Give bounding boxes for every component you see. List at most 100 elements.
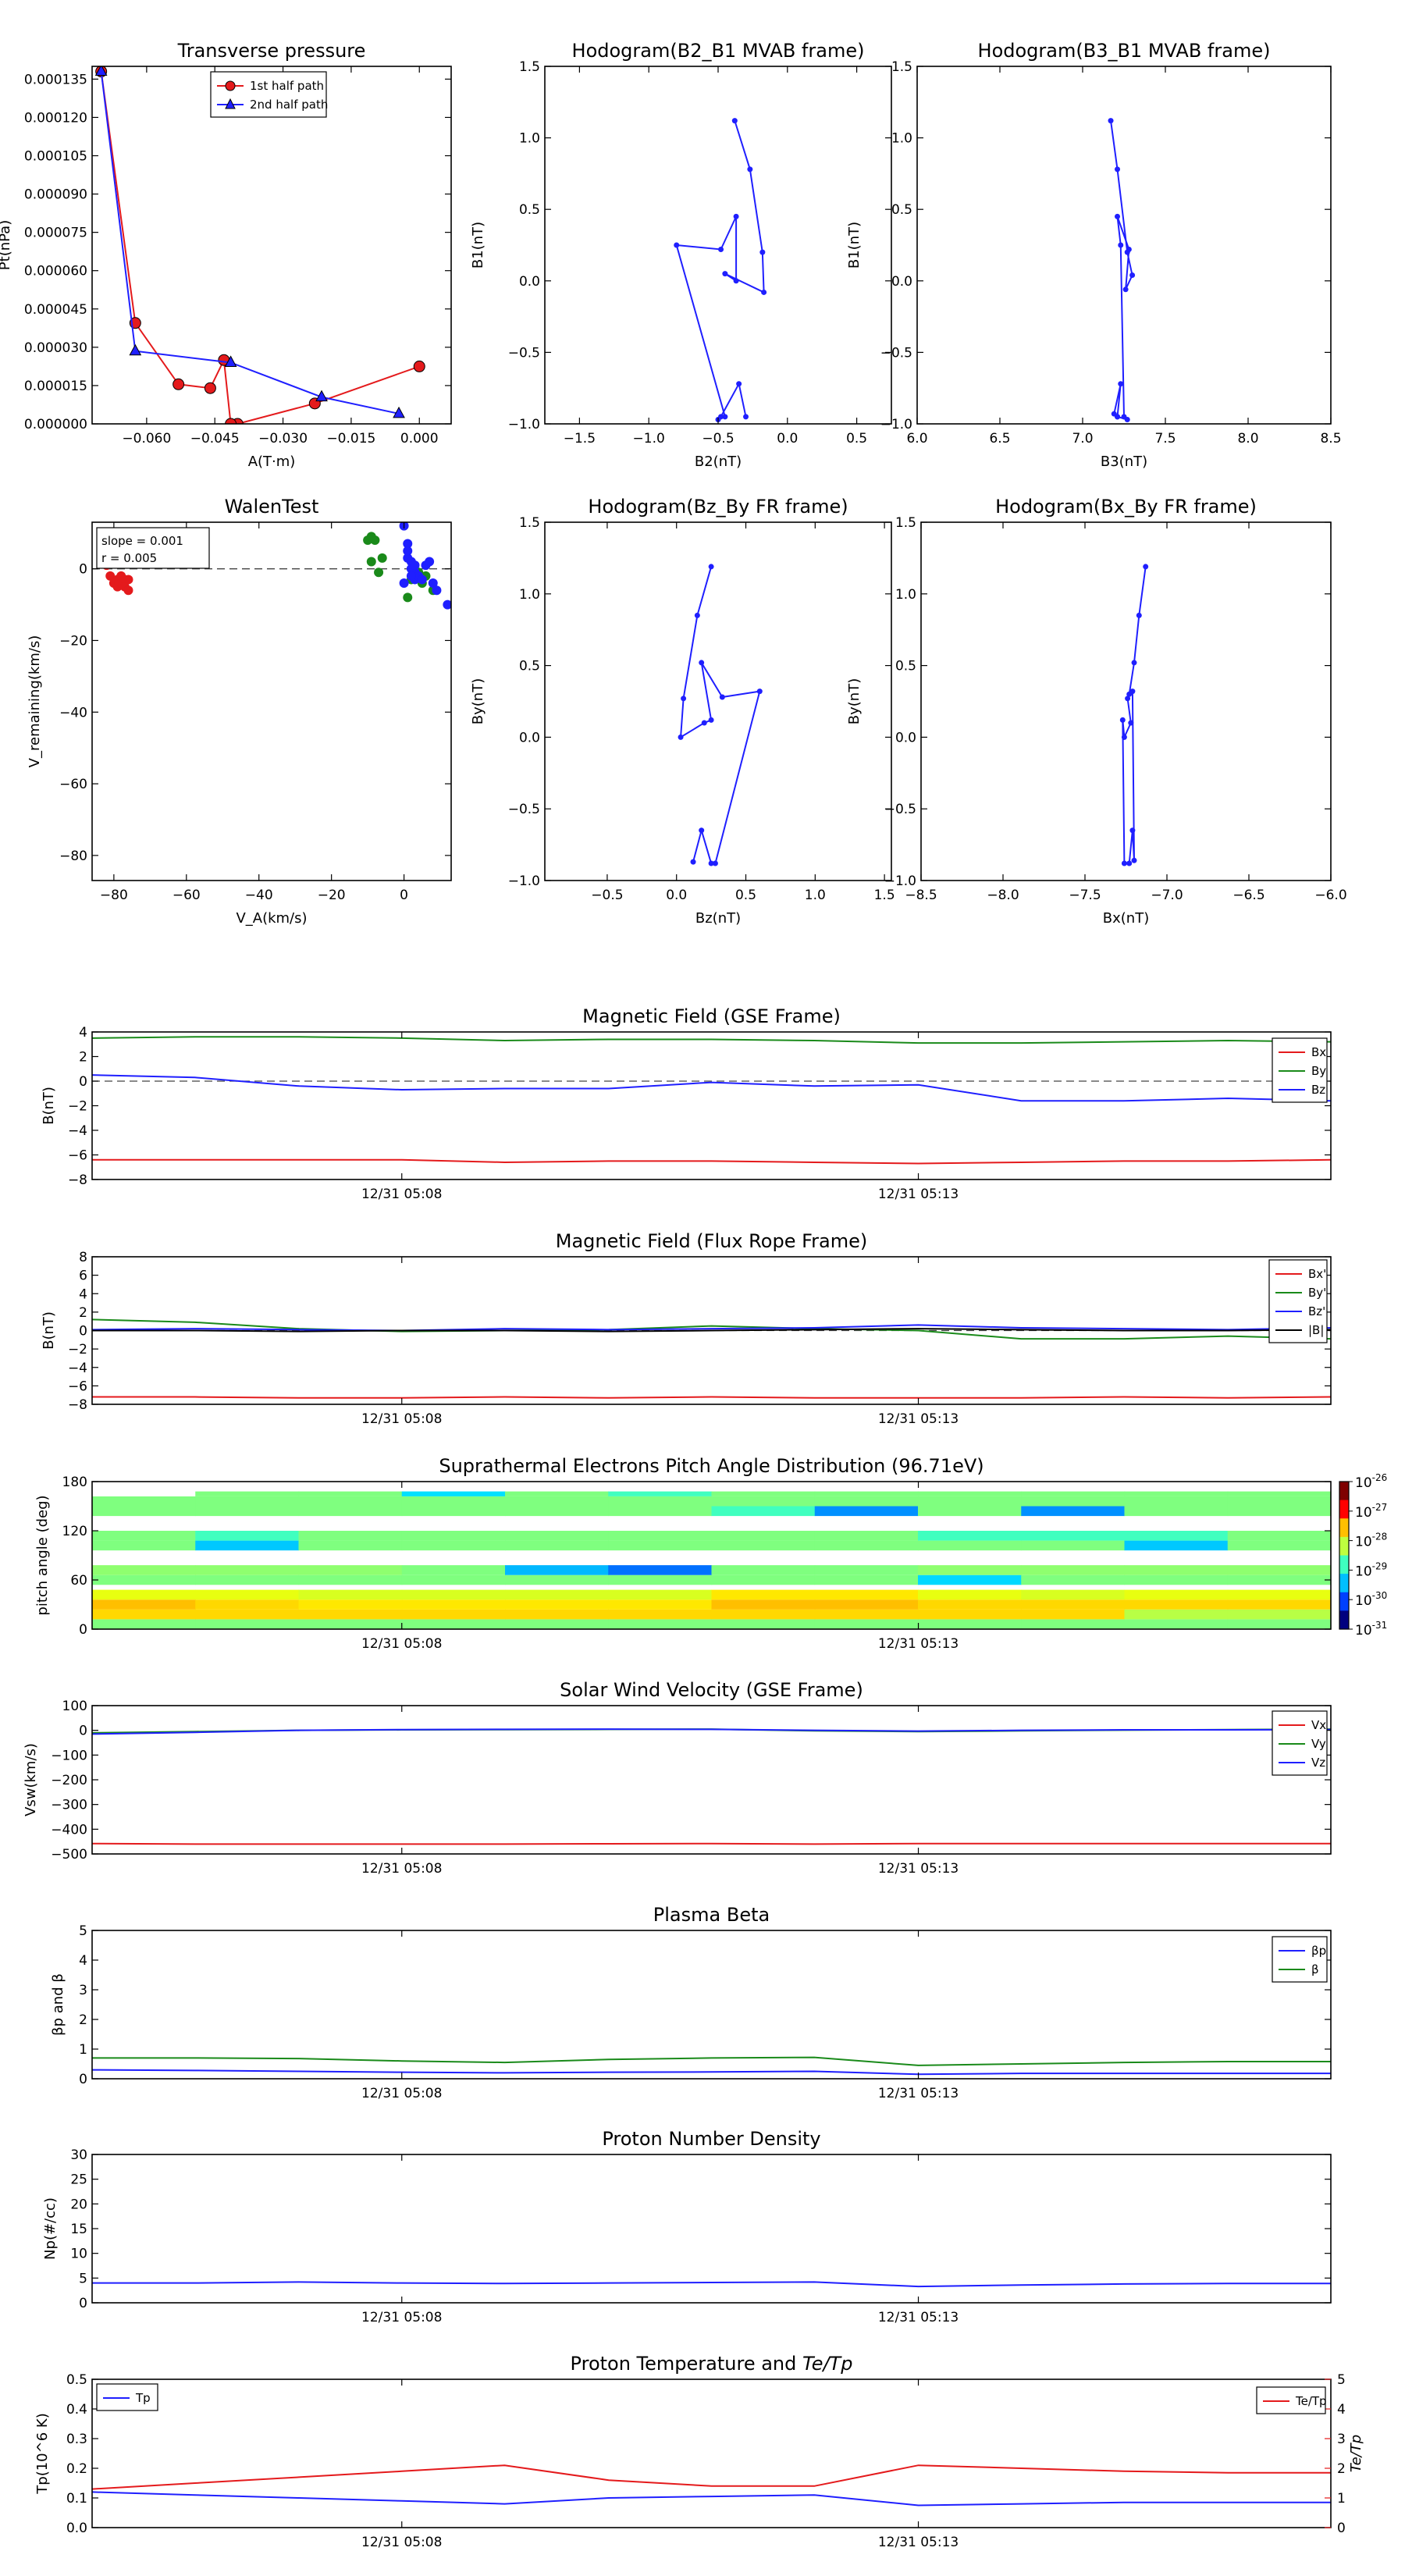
scatter-point — [403, 546, 413, 556]
colorbar-label: 10-27 — [1355, 1502, 1387, 1521]
plot-area — [92, 2056, 1331, 2076]
heatmap-cell — [918, 1565, 1022, 1575]
y-tick-label-right: 0 — [1337, 2521, 1346, 2536]
heatmap-cell — [505, 1491, 609, 1496]
y-tick-label: 0.000120 — [24, 110, 87, 126]
heatmap-cell — [401, 1599, 506, 1610]
heatmap-cell — [608, 1531, 713, 1541]
heatmap-cell — [608, 1589, 713, 1600]
scatter-point — [406, 571, 416, 581]
data-point — [759, 249, 766, 255]
heatmap-cell — [918, 1609, 1022, 1620]
y-tick-label: 0.000000 — [24, 417, 87, 432]
legend-label: βp — [1311, 1944, 1326, 1958]
heatmap-cell — [195, 1531, 300, 1541]
y-tick-label: 0.000060 — [24, 264, 87, 279]
heatmap-cell — [401, 1609, 506, 1620]
y-tick-label-right: 2 — [1337, 2461, 1346, 2477]
y-tick-label: 2 — [79, 1050, 87, 1066]
legend-label: β — [1311, 1962, 1319, 1976]
x-tick-label: −8.5 — [905, 888, 937, 903]
x-tick-label: 0.5 — [846, 431, 867, 447]
data-point — [722, 414, 728, 420]
colorbar-segment — [1339, 1518, 1349, 1538]
series-line-0 — [1122, 566, 1147, 864]
heatmap-cell — [1124, 1506, 1229, 1517]
plot-frame — [91, 2154, 1332, 2304]
panel-vsw: Solar Wind Velocity (GSE Frame) 12/31 05:… — [23, 1679, 1332, 1877]
heatmap-cell — [92, 1599, 196, 1610]
data-point — [1129, 688, 1136, 695]
y-tick-label: −40 — [59, 705, 87, 720]
series-line-β — [92, 2056, 1331, 2066]
y-tick-label: 0.000135 — [24, 72, 87, 87]
heatmap-cell — [711, 1491, 816, 1496]
heatmap-cell — [814, 1565, 919, 1575]
data-point — [708, 860, 714, 866]
heatmap-cell — [505, 1609, 609, 1620]
data-point — [674, 242, 680, 248]
heatmap-cell — [1227, 1540, 1331, 1551]
panel-h4: Hodogram(Bx_By FR frame) −8.5 −8.0 −7.5 −7.0… — [846, 496, 1347, 927]
x-tick-label: −1.5 — [564, 431, 596, 447]
data-point — [204, 382, 216, 394]
heatmap-cell — [918, 1531, 1022, 1541]
x-tick-label: 6.0 — [906, 431, 927, 447]
heatmap-cell — [298, 1506, 403, 1517]
annotation-r: r = 0.005 — [101, 551, 157, 565]
scatter-point — [370, 535, 380, 545]
y-tick-label: 8 — [79, 1250, 87, 1265]
heatmap-cell — [1227, 1506, 1331, 1517]
heatmap-cell — [92, 1574, 196, 1585]
panel-beta: Plasma Beta 12/31 05:08 12/31 05:13 5 4 3 2 1 0 β… — [50, 1904, 1332, 2101]
data-point — [1126, 860, 1133, 866]
x-tick-label: −40 — [245, 888, 273, 903]
scatter-point — [428, 578, 438, 589]
y-tick-label: 4 — [79, 1953, 87, 1969]
scatter-point — [366, 557, 376, 567]
data-point — [1143, 564, 1149, 570]
chart-title: Hodogram(B2_B1 MVAB frame) — [572, 40, 865, 62]
data-point — [690, 859, 696, 865]
scatter-point — [105, 571, 116, 581]
heatmap-cell — [401, 1619, 506, 1629]
x-tick-label: −8.0 — [987, 888, 1019, 903]
legend-label: Vx — [1311, 1718, 1326, 1732]
legend-label: Tp — [135, 2391, 151, 2405]
plot-area — [1119, 564, 1149, 866]
panel-magfr: Magnetic Field (Flux Rope Frame) 12/31 05… — [41, 1230, 1332, 1427]
heatmap-cell — [918, 1540, 1022, 1551]
plot-frame — [916, 66, 1332, 425]
heatmap-cell — [195, 1609, 300, 1620]
y-tick-label: −500 — [51, 1847, 87, 1863]
x-tick-label: −0.5 — [702, 431, 734, 447]
chart-title: Solar Wind Velocity (GSE Frame) — [560, 1679, 863, 1701]
y-tick-label: 0.000105 — [24, 149, 87, 165]
x-tick-label: −60 — [173, 888, 201, 903]
chart-title: Magnetic Field (Flux Rope Frame) — [556, 1230, 867, 1252]
heatmap-cell — [298, 1589, 403, 1600]
y-tick-label: 0.5 — [895, 659, 916, 674]
heatmap-cell — [92, 1540, 196, 1551]
series-line-0 — [679, 566, 761, 864]
series-line-Vx — [92, 1842, 1331, 1845]
y-tick-label: 6 — [79, 1268, 87, 1284]
heatmap-cell — [195, 1599, 300, 1610]
scatter-point — [443, 600, 451, 610]
y-tick-label: −2 — [68, 1099, 87, 1115]
y-tick-label: −0.5 — [884, 802, 916, 817]
y-tick-label: −4 — [68, 1361, 87, 1376]
y-tick-label: −6 — [68, 1148, 87, 1164]
data-point — [694, 612, 700, 618]
y-tick-label: −6 — [68, 1379, 87, 1394]
colorbar-exponent: -28 — [1372, 1532, 1388, 1542]
panel-tp: Proton Temperature and Te/Tp 12/31 05:08 1… — [34, 2353, 1364, 2550]
panel-h1: Hodogram(B2_B1 MVAB frame) −1.5 −1.0 −0.5 0.… — [470, 40, 892, 470]
heatmap-cell — [608, 1540, 713, 1551]
chart-title: Proton Temperature and Te/Tp — [571, 2353, 853, 2375]
series-line-Te/Tp — [92, 2464, 1331, 2490]
heatmap-cell — [918, 1496, 1022, 1507]
series-line-Bz — [92, 1074, 1331, 1102]
x-tick-label: 1.0 — [805, 888, 826, 903]
x-tick-label: −0.030 — [258, 431, 308, 447]
